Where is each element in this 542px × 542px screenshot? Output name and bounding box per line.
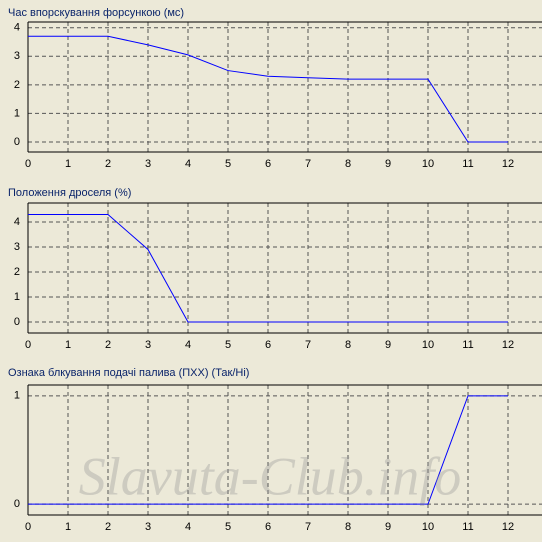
- x-tick-label: 4: [185, 339, 191, 351]
- x-tick-label: 3: [145, 158, 151, 170]
- x-tick-label: 10: [422, 521, 434, 533]
- data-line: [28, 35, 508, 143]
- chart-title: Час впорскування форсункою (мс): [8, 7, 184, 19]
- x-tick-label: 5: [225, 339, 231, 351]
- x-tick-label: 10: [422, 158, 434, 170]
- x-tick-label: 7: [305, 339, 311, 351]
- x-tick-label: 11: [462, 339, 473, 351]
- x-tick-label: 4: [185, 158, 191, 170]
- y-tick-label: 3: [14, 50, 20, 62]
- x-tick-label: 6: [265, 521, 271, 533]
- x-tick-label: 1: [65, 521, 71, 533]
- x-tick-label: 5: [225, 158, 231, 170]
- x-tick-label: 2: [105, 158, 111, 170]
- y-tick-label: 0: [14, 316, 20, 328]
- x-tick-label: 6: [265, 339, 271, 351]
- y-tick-label: 4: [14, 22, 20, 34]
- x-tick-label: 7: [305, 521, 311, 533]
- y-tick-label: 1: [14, 291, 20, 303]
- chart-title: Ознака блкування подачі палива (ПХХ) (Та…: [8, 367, 249, 379]
- x-tick-label: 6: [265, 158, 271, 170]
- x-tick-label: 0: [25, 158, 31, 170]
- data-line: [28, 214, 508, 323]
- y-tick-label: 2: [14, 266, 20, 278]
- y-tick-label: 3: [14, 241, 20, 253]
- y-tick-label: 1: [14, 107, 20, 119]
- x-tick-label: 5: [225, 521, 231, 533]
- x-tick-label: 8: [345, 158, 351, 170]
- x-tick-label: 2: [105, 339, 111, 351]
- x-tick-label: 8: [345, 521, 351, 533]
- x-tick-label: 9: [385, 521, 391, 533]
- x-tick-label: 12: [502, 521, 514, 533]
- x-tick-label: 8: [345, 339, 351, 351]
- x-tick-label: 0: [25, 521, 31, 533]
- watermark: Slavuta-Club.info: [79, 446, 461, 506]
- x-tick-label: 12: [502, 339, 514, 351]
- x-tick-label: 9: [385, 339, 391, 351]
- data-line: [28, 395, 508, 505]
- x-tick-label: 7: [305, 158, 311, 170]
- x-tick-label: 11: [462, 521, 473, 533]
- x-tick-label: 9: [385, 158, 391, 170]
- x-tick-label: 4: [185, 521, 191, 533]
- x-tick-label: 3: [145, 521, 151, 533]
- y-tick-label: 4: [14, 216, 20, 228]
- y-tick-label: 2: [14, 79, 20, 91]
- x-tick-label: 3: [145, 339, 151, 351]
- x-tick-label: 2: [105, 521, 111, 533]
- x-tick-label: 10: [422, 339, 434, 351]
- x-tick-label: 12: [502, 158, 514, 170]
- y-tick-label: 0: [14, 498, 20, 510]
- y-tick-label: 0: [14, 136, 20, 148]
- y-tick-label: 1: [14, 390, 20, 402]
- x-tick-label: 11: [462, 158, 473, 170]
- chart-title: Положення дроселя (%): [8, 187, 131, 199]
- x-tick-label: 1: [65, 158, 71, 170]
- x-tick-label: 1: [65, 339, 71, 351]
- x-tick-label: 0: [25, 339, 31, 351]
